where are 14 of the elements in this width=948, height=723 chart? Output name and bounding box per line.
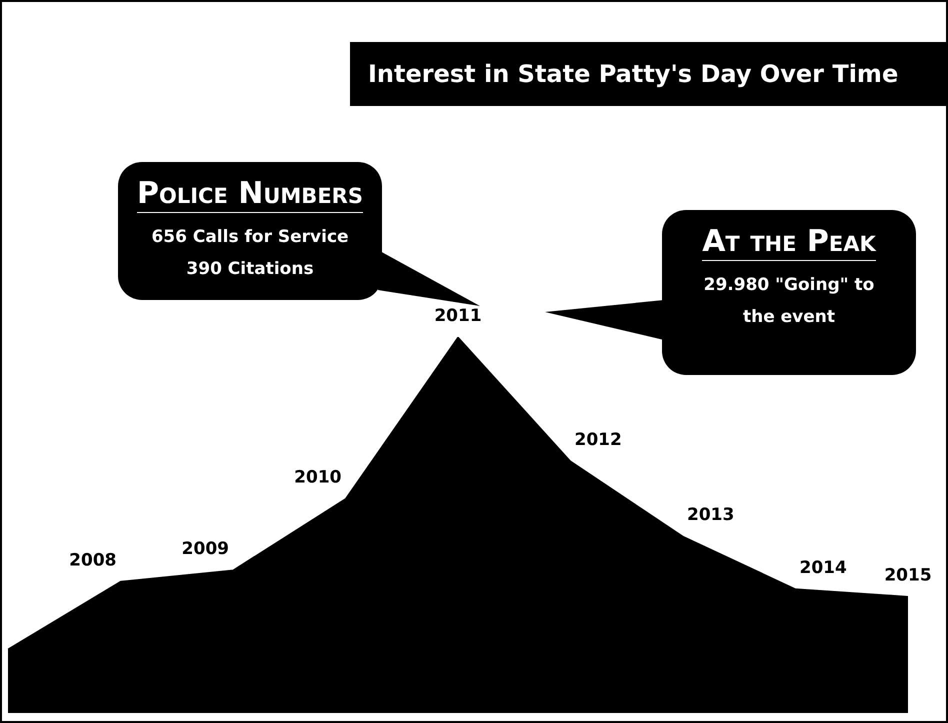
- x-tick-label: 2014: [800, 558, 847, 578]
- x-tick-label: 2008: [69, 550, 116, 570]
- text: At the Peak: [702, 224, 876, 261]
- text: 656 Calls for Service: [150, 226, 350, 249]
- x-tick-label: 2009: [182, 539, 229, 560]
- x-tick-label: 2012: [574, 430, 622, 450]
- chart-title: Interest in State Patty's Day Over Time: [350, 42, 948, 106]
- x-tick-label: 2010: [294, 468, 342, 488]
- x-tick-label: 2015: [884, 565, 932, 586]
- x-tick-label: 2011: [434, 306, 482, 326]
- x-tick-label: 2013: [687, 505, 734, 526]
- text: 29.980 "Going" to the event: [702, 274, 876, 329]
- text: Police Numbers: [137, 176, 363, 213]
- text: 390 Citations: [185, 258, 315, 281]
